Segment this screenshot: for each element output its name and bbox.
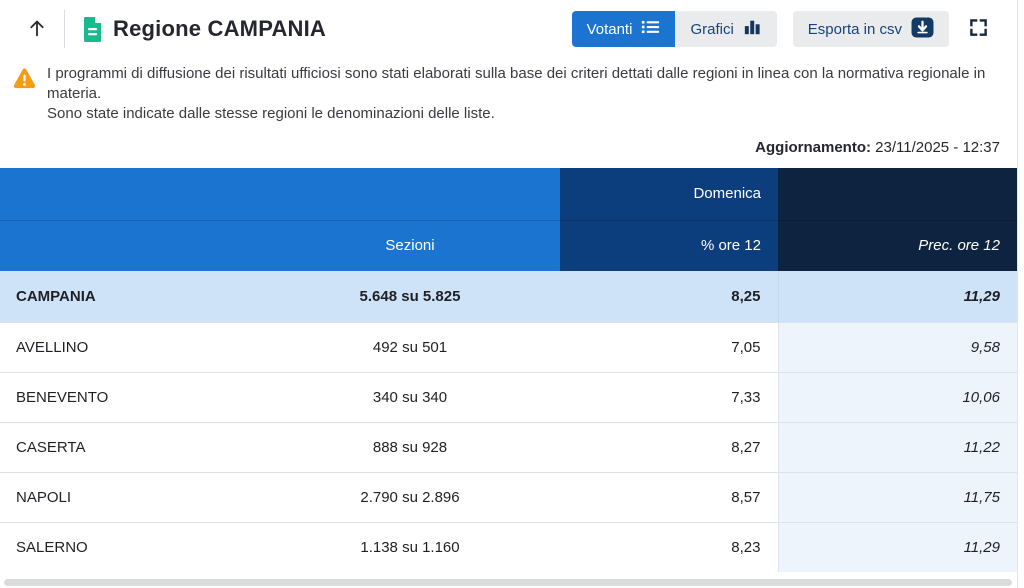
votanti-label: Votanti bbox=[586, 20, 633, 38]
header-prec-ore12[interactable]: Prec. ore 12 bbox=[778, 219, 1017, 271]
sezioni-value: 340 su 340 bbox=[260, 371, 560, 422]
header-day-group: Domenica bbox=[560, 168, 778, 220]
prec-value: 9,58 bbox=[777, 321, 1017, 372]
back-button[interactable] bbox=[22, 14, 52, 44]
territory-name[interactable]: AVELLINO bbox=[0, 321, 260, 372]
header-empty-dark-cell bbox=[778, 168, 1017, 220]
sezioni-value: 5.648 su 5.825 bbox=[260, 271, 560, 322]
official-results-notice: I programmi di diffusione dei risultati … bbox=[0, 58, 1024, 124]
ore12-value: 8,57 bbox=[560, 471, 778, 522]
ore12-value: 8,25 bbox=[560, 271, 778, 322]
warning-triangle-icon bbox=[12, 67, 37, 95]
update-label: Aggiornamento: bbox=[755, 139, 871, 156]
prec-value: 11,75 bbox=[777, 471, 1017, 522]
territory-name[interactable]: NAPOLI bbox=[0, 471, 260, 522]
prec-value: 11,29 bbox=[777, 271, 1017, 322]
grafici-label: Grafici bbox=[690, 20, 734, 38]
table-row[interactable]: AVELLINO 492 su 501 7,05 9,58 bbox=[0, 321, 1017, 372]
notice-text: I programmi di diffusione dei risultati … bbox=[47, 64, 990, 124]
table-header-day-row: Domenica bbox=[0, 168, 1017, 220]
export-csv-button[interactable]: Esporta in csv bbox=[792, 11, 949, 47]
turnout-table: Domenica Sezioni % ore 12 Prec. ore 12 C… bbox=[0, 168, 1017, 572]
prec-value: 11,29 bbox=[777, 521, 1017, 572]
table-row[interactable]: BENEVENTO 340 su 340 7,33 10,06 bbox=[0, 371, 1017, 422]
territory-name[interactable]: BENEVENTO bbox=[0, 371, 260, 422]
sezioni-value: 492 su 501 bbox=[260, 321, 560, 372]
table-row[interactable]: SALERNO 1.138 su 1.160 8,23 11,29 bbox=[0, 521, 1017, 572]
header-territory-cell bbox=[0, 219, 260, 271]
territory-name[interactable]: CASERTA bbox=[0, 421, 260, 472]
ore12-value: 7,33 bbox=[560, 371, 778, 422]
topbar: Regione CAMPANIA Votanti Grafici bbox=[0, 0, 1024, 58]
sezioni-value: 888 su 928 bbox=[260, 421, 560, 472]
update-timestamp: Aggiornamento: 23/11/2025 - 12:37 bbox=[0, 139, 1024, 156]
bar-chart-icon bbox=[743, 18, 762, 40]
table-header-columns-row: Sezioni % ore 12 Prec. ore 12 bbox=[0, 219, 1017, 271]
territory-name[interactable]: SALERNO bbox=[0, 521, 260, 572]
ore12-value: 7,05 bbox=[560, 321, 778, 372]
fullscreen-button[interactable] bbox=[969, 18, 988, 40]
table-row[interactable]: CASERTA 888 su 928 8,27 11,22 bbox=[0, 421, 1017, 472]
header-ore12[interactable]: % ore 12 bbox=[560, 219, 778, 271]
view-toggle-group: Votanti Grafici bbox=[571, 11, 777, 47]
vertical-scrollbar-track[interactable] bbox=[1017, 0, 1018, 588]
download-icon bbox=[911, 16, 934, 42]
header-empty-cell bbox=[0, 168, 560, 220]
ore12-value: 8,23 bbox=[560, 521, 778, 572]
horizontal-scrollbar-thumb[interactable] bbox=[4, 579, 1012, 586]
update-value: 23/11/2025 - 12:37 bbox=[871, 139, 1000, 156]
divider bbox=[64, 10, 65, 48]
prec-value: 10,06 bbox=[777, 371, 1017, 422]
ore12-value: 8,27 bbox=[560, 421, 778, 472]
territory-name[interactable]: CAMPANIA bbox=[0, 271, 260, 322]
sezioni-value: 2.790 su 2.896 bbox=[260, 471, 560, 522]
table-row[interactable]: NAPOLI 2.790 su 2.896 8,57 11,75 bbox=[0, 471, 1017, 522]
prec-value: 11,22 bbox=[777, 421, 1017, 472]
votanti-button[interactable]: Votanti bbox=[571, 11, 676, 47]
header-sezioni[interactable]: Sezioni bbox=[260, 219, 560, 271]
list-icon bbox=[641, 19, 660, 39]
fullscreen-icon bbox=[969, 18, 988, 40]
notice-line-1: I programmi di diffusione dei risultati … bbox=[47, 65, 986, 102]
document-icon bbox=[81, 16, 104, 43]
page-title: Regione CAMPANIA bbox=[113, 16, 327, 41]
sezioni-value: 1.138 su 1.160 bbox=[260, 521, 560, 572]
grafici-button[interactable]: Grafici bbox=[675, 11, 777, 47]
notice-line-2: Sono state indicate dalle stesse regioni… bbox=[47, 105, 495, 122]
export-csv-label: Esporta in csv bbox=[807, 20, 902, 38]
up-arrow-icon bbox=[26, 17, 48, 42]
table-row-region-total[interactable]: CAMPANIA 5.648 su 5.825 8,25 11,29 bbox=[0, 271, 1017, 322]
